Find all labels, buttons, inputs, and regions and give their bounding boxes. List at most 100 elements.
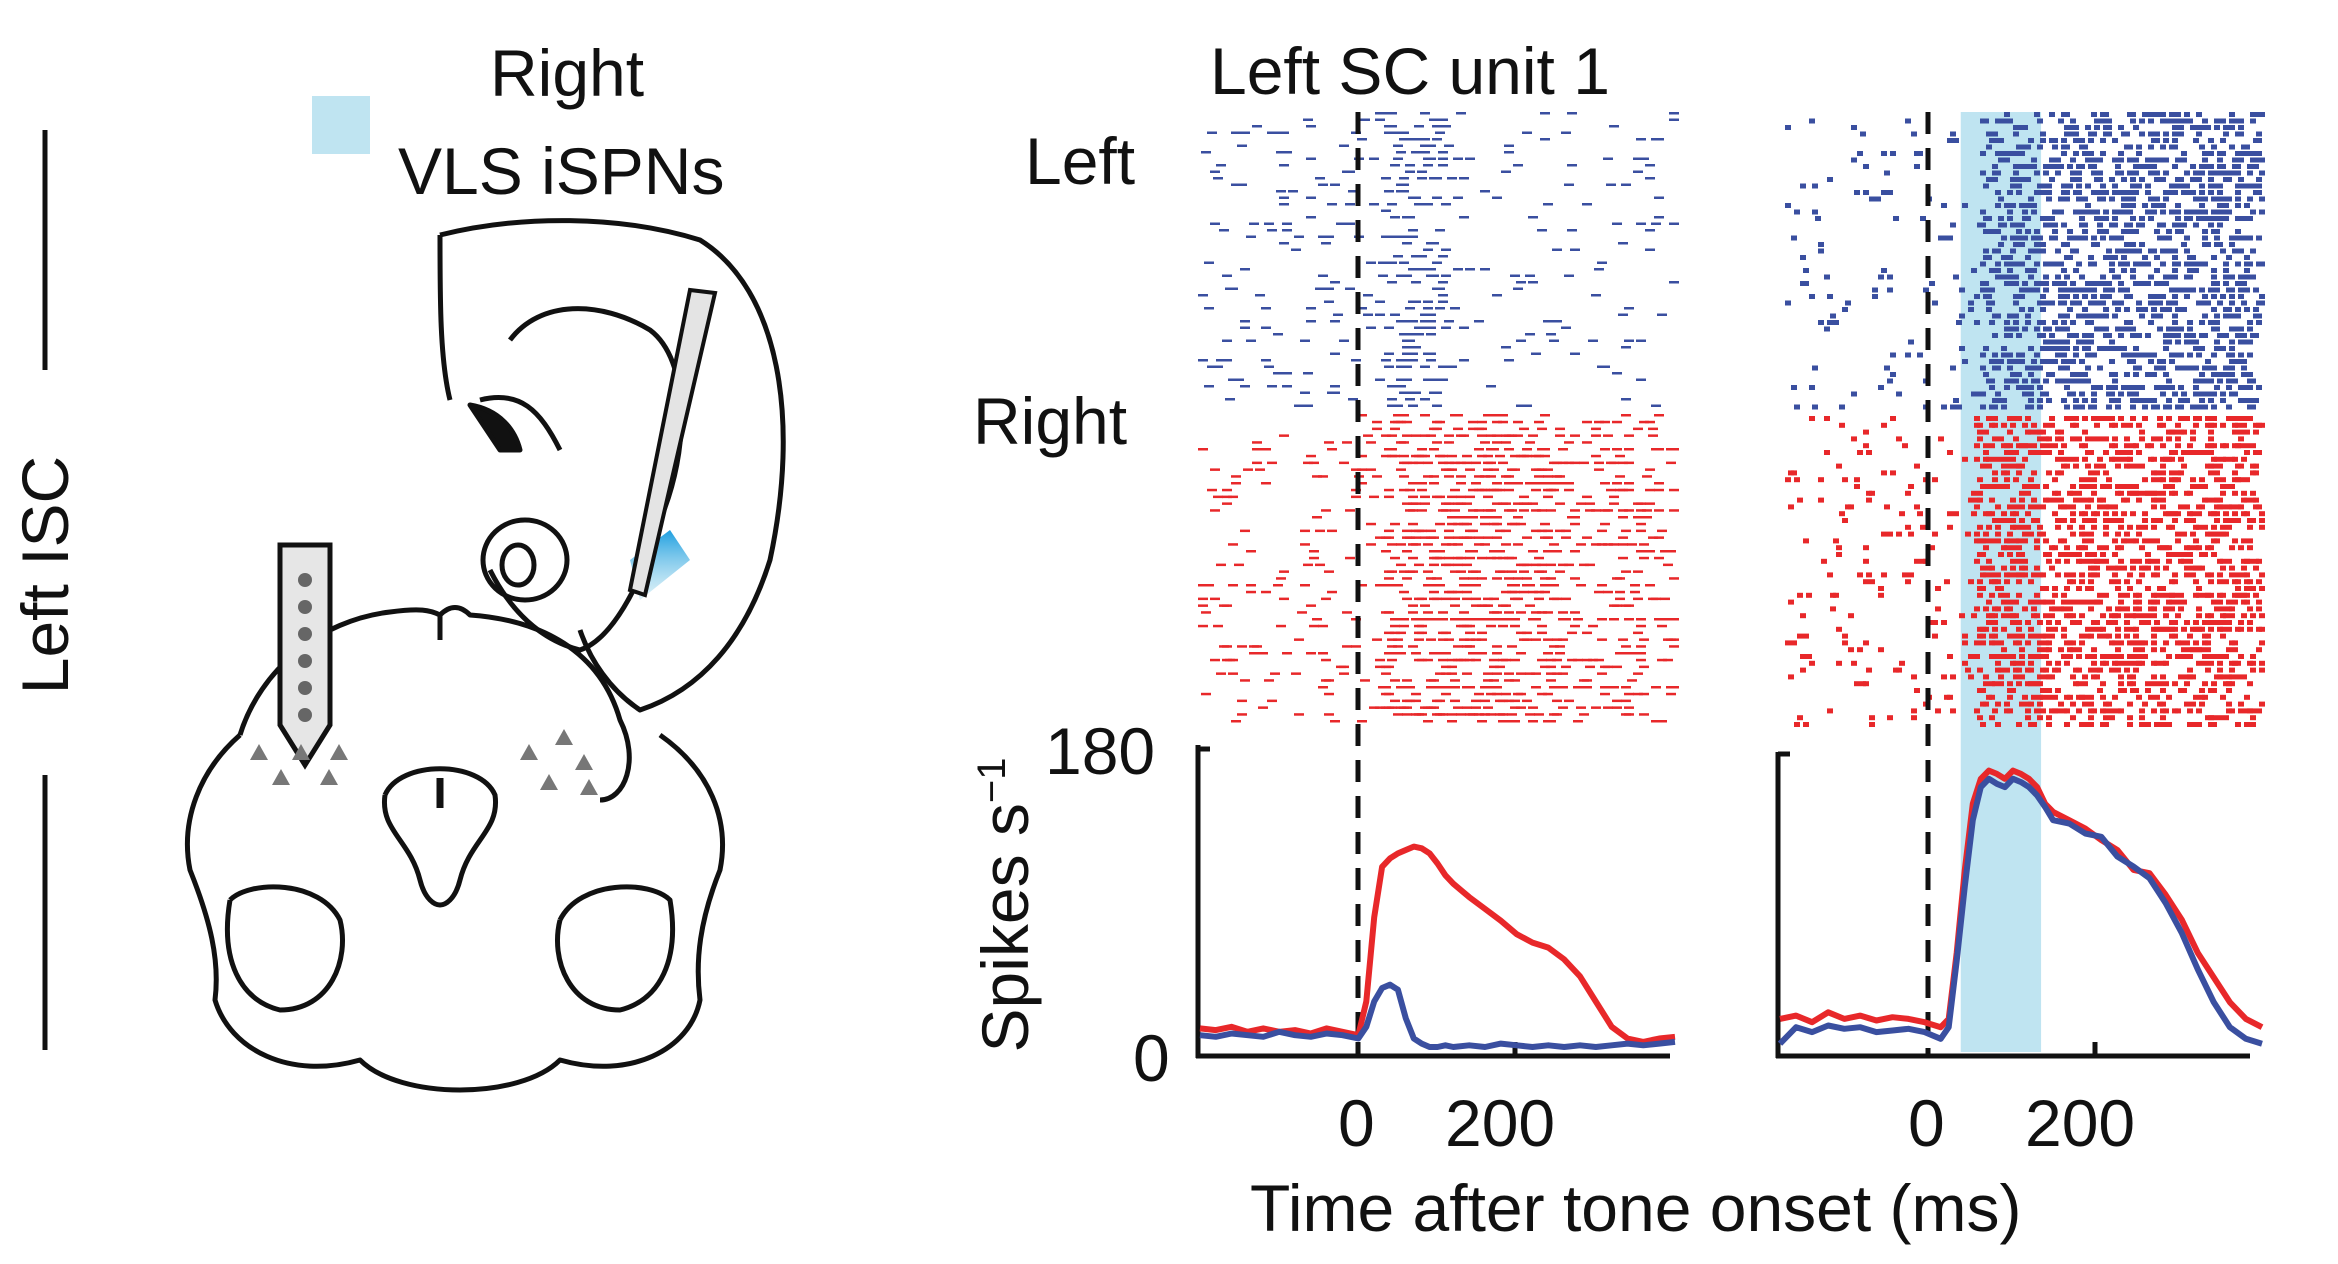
spike-tick [1300,339,1310,342]
spike-tick [1911,715,1917,721]
spike-tick [2115,613,2121,619]
spike-tick [1510,720,1520,723]
spike-tick [2127,391,2133,397]
spike-tick [2112,190,2118,195]
spike-tick [1447,522,1457,526]
spike-tick [2031,654,2037,659]
spike-tick [2103,313,2109,319]
spike-tick [2016,722,2022,727]
spike-tick [2223,333,2229,338]
spike-tick [1279,164,1289,167]
spike-tick [2106,565,2112,571]
spike-tick [1384,190,1394,193]
spike-tick [2004,701,2010,707]
spike-tick [2085,352,2091,358]
spike-tick [2040,216,2046,221]
spike-tick [2112,372,2118,377]
spike-tick [1210,222,1220,225]
spike-tick [2223,203,2229,208]
spike-tick [2070,701,2076,707]
spike-tick [2172,268,2178,273]
spike-tick [1971,268,1977,273]
spike-tick [1468,509,1478,512]
spike-tick [1570,248,1580,251]
spike-tick [1435,652,1445,655]
spike-tick [1459,434,1469,437]
spike-tick [1417,177,1427,180]
spike-tick [2226,307,2232,312]
spike-tick [2208,398,2214,403]
spike-tick [1282,385,1292,388]
spike-tick [2028,391,2034,397]
spike-tick [2139,352,2145,358]
spike-tick [1468,577,1478,580]
spike-tick [2118,606,2124,612]
spike-tick [1663,563,1673,567]
spike-tick [2184,183,2190,189]
spike-tick [2220,606,2226,612]
spike-tick [2076,552,2082,557]
spike-tick [2046,722,2052,727]
spike-tick [1534,590,1544,594]
spike-tick [2229,339,2235,345]
spike-tick [1516,339,1526,342]
spike-tick [2049,613,2055,619]
spike-tick [2190,436,2196,442]
spike-tick [1375,300,1385,303]
spike-tick [2175,654,2181,659]
spike-tick [2049,112,2055,117]
spike-tick [1387,658,1397,662]
spike-tick [2139,118,2145,124]
spike-tick [1636,645,1646,648]
spike-tick [1884,365,1890,371]
spike-tick [2199,477,2205,483]
spike-tick [2028,138,2034,143]
spike-tick [1453,563,1463,567]
spike-tick [1576,706,1586,709]
spike-tick [2133,484,2139,489]
spike-tick [1441,692,1451,696]
spike-tick [1417,597,1427,601]
spike-tick [2187,545,2193,551]
spike-tick [2052,477,2058,483]
spike-tick [2091,654,2097,659]
spike-tick [2223,281,2229,286]
spike-tick [1441,203,1451,206]
spike-tick [1555,502,1565,505]
spike-tick [2259,667,2265,673]
spike-tick [1345,170,1355,173]
spike-tick [2244,572,2250,578]
spike-tick [1492,482,1502,485]
spike-tick [2013,599,2019,605]
spike-tick [2244,592,2250,598]
spike-tick [1543,692,1553,696]
spike-tick [2064,385,2070,390]
spike-tick [1483,679,1493,682]
spike-tick [1537,570,1547,573]
spike-tick [2031,365,2037,371]
spike-tick [2088,333,2094,338]
spike-tick [2229,572,2235,578]
spike-tick [2136,183,2142,189]
spike-tick [1998,118,2004,124]
spike-tick [2172,579,2178,585]
spike-tick [2253,307,2259,312]
spike-tick [1983,450,1989,455]
spike-tick [2088,579,2094,585]
spike-tick [2127,294,2133,299]
spike-tick [2118,558,2124,564]
spike-tick [2223,654,2229,659]
spike-tick [1669,448,1679,451]
spike-tick [2013,378,2019,384]
spike-tick [1953,274,1959,280]
spike-tick [1357,138,1367,141]
spike-tick [2193,694,2199,700]
spike-tick [2013,511,2019,517]
spike-tick [1483,414,1493,417]
spike-tick [1974,456,1980,462]
spike-tick [1435,584,1445,587]
spike-tick [1411,434,1421,437]
spike-tick [1222,274,1232,277]
spike-tick [2127,524,2133,530]
spike-tick [1447,177,1457,180]
